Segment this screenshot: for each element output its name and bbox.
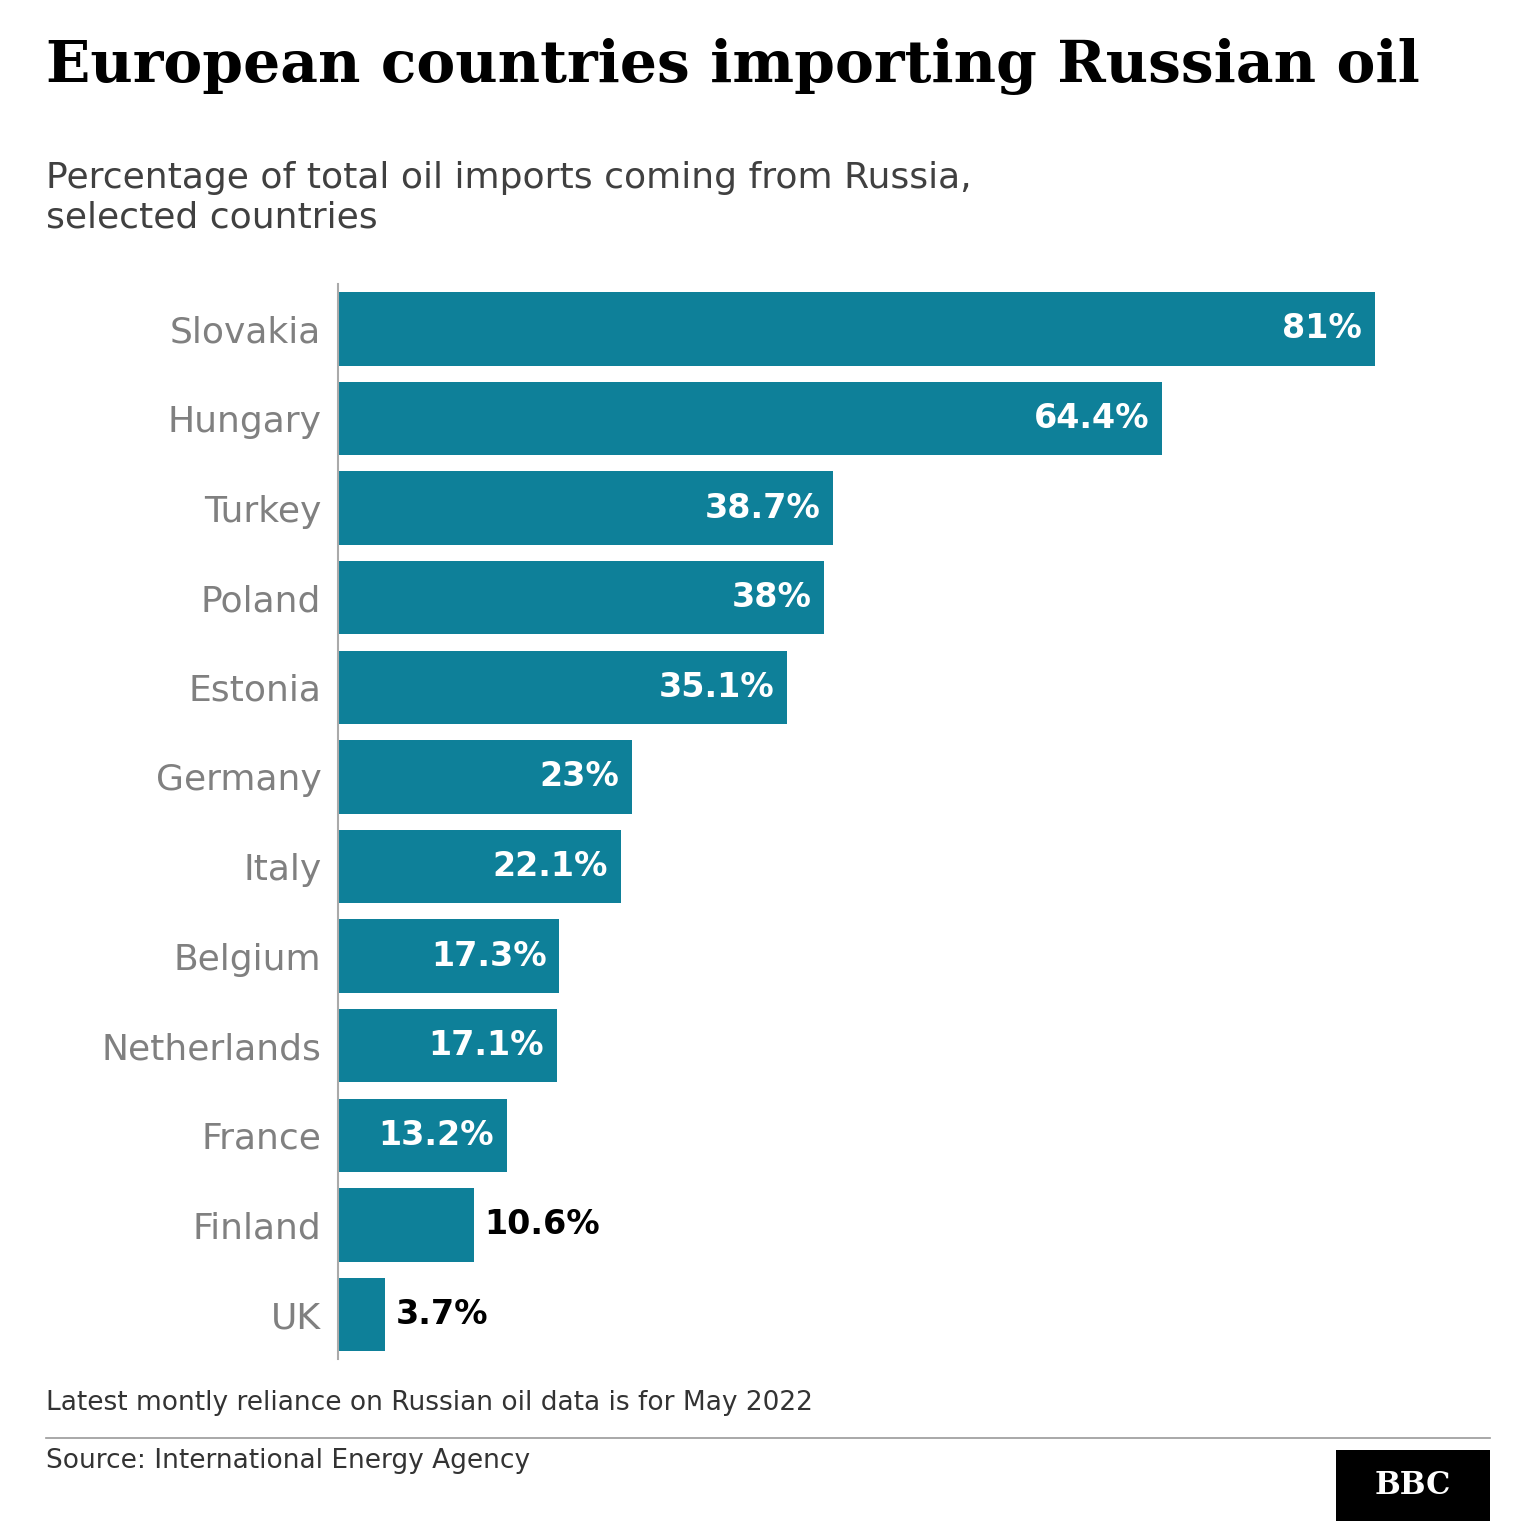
Text: 35.1%: 35.1% [659, 671, 774, 703]
Text: 17.3%: 17.3% [432, 940, 547, 972]
Bar [338, 1278, 386, 1352]
Bar [338, 740, 633, 814]
Bar [338, 561, 825, 634]
Bar [338, 1189, 473, 1261]
Text: 3.7%: 3.7% [396, 1298, 488, 1332]
Text: Source: International Energy Agency: Source: International Energy Agency [46, 1448, 530, 1475]
Text: 10.6%: 10.6% [484, 1209, 599, 1241]
Bar [338, 382, 1163, 455]
Bar [338, 472, 833, 545]
Bar [338, 651, 786, 723]
Bar [338, 1098, 507, 1172]
Bar [338, 829, 621, 903]
Text: 81%: 81% [1283, 312, 1362, 346]
Text: 13.2%: 13.2% [378, 1118, 495, 1152]
Text: Percentage of total oil imports coming from Russia,
selected countries: Percentage of total oil imports coming f… [46, 161, 972, 235]
Bar [338, 1009, 558, 1083]
Text: European countries importing Russian oil: European countries importing Russian oil [46, 38, 1419, 95]
Text: 23%: 23% [539, 760, 619, 794]
Text: 38%: 38% [731, 581, 811, 614]
Text: 38.7%: 38.7% [705, 492, 820, 525]
Text: 17.1%: 17.1% [429, 1029, 544, 1063]
Bar [338, 292, 1375, 366]
Text: 64.4%: 64.4% [1034, 402, 1149, 435]
Bar [338, 920, 559, 992]
Text: Latest montly reliance on Russian oil data is for May 2022: Latest montly reliance on Russian oil da… [46, 1390, 813, 1416]
Text: 22.1%: 22.1% [493, 849, 608, 883]
Text: BBC: BBC [1375, 1470, 1452, 1501]
